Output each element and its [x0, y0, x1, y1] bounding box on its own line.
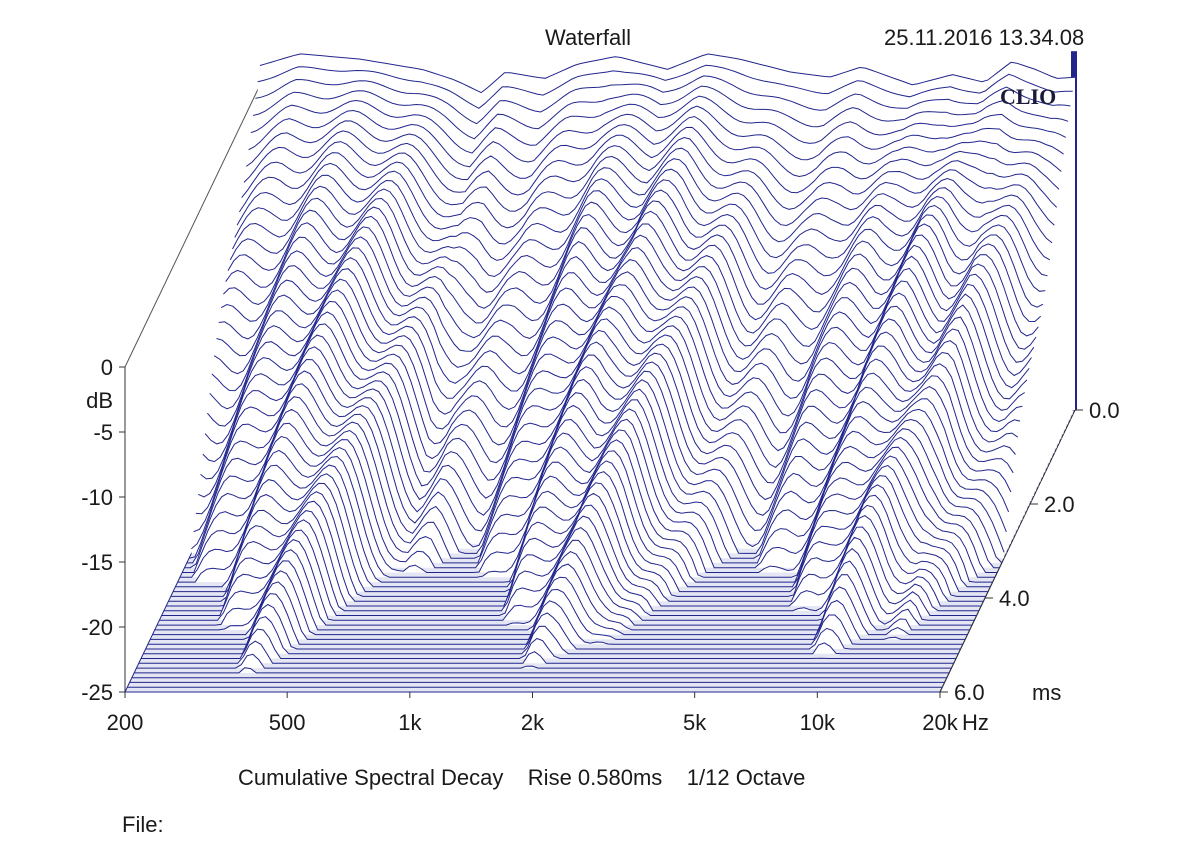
decay-slice [191, 383, 1007, 554]
decay-slice [179, 439, 995, 578]
slice-fill [143, 616, 959, 654]
decay-slice [255, 75, 1071, 125]
top-left-edge [124, 84, 261, 368]
time-tick-label: 6.0 [954, 680, 985, 705]
file-label: File: [122, 812, 164, 837]
decay-slice [193, 370, 1010, 548]
decay-slice [134, 667, 950, 674]
caption-resolution: 1/12 Octave [686, 765, 806, 790]
decay-slice [259, 53, 1076, 94]
decay-slice [200, 334, 1016, 501]
x-unit-label: Hz [962, 710, 989, 735]
decay-slice [175, 460, 991, 588]
decay-slice [152, 570, 968, 636]
y-tick-label: 0 [101, 355, 113, 380]
decay-slice [213, 268, 1030, 399]
measurement-timestamp: 25.11.2016 13.34.08 [884, 25, 1085, 50]
caption-subtitle: Cumulative Spectral Decay [238, 765, 504, 790]
decay-slice [238, 147, 1055, 229]
decay-slice [257, 64, 1073, 109]
decay-slice [182, 429, 998, 573]
decay-slice [136, 653, 952, 669]
decay-slice [207, 300, 1023, 452]
decay-slice [159, 539, 975, 621]
time-tick-label: 4.0 [999, 586, 1030, 611]
decay-slice [248, 105, 1064, 168]
decay-slice [186, 408, 1003, 564]
x-tick-label: 500 [269, 710, 306, 735]
decay-slice [145, 603, 961, 650]
decay-slice [250, 95, 1067, 154]
x-tick-label: 20k [922, 710, 958, 735]
decay-slice [184, 418, 1000, 569]
y-tick-label: -5 [93, 420, 113, 445]
decay-slice [141, 628, 956, 659]
decay-slice [216, 257, 1032, 384]
decay-slice [243, 126, 1060, 196]
chart-title: Waterfall [545, 25, 631, 50]
decay-slice [197, 346, 1014, 516]
decay-slice [195, 358, 1012, 532]
time-unit-label: ms [1032, 680, 1061, 705]
time-axis [939, 409, 1076, 693]
decay-slice [252, 85, 1069, 140]
axis-labels: 200 500 1k 2k 5k 10k 20k Hz 0 -5 -10 -15 -20 -25 dB 0.0… [81, 355, 1119, 735]
x-tick-label: 2k [521, 710, 545, 735]
decay-slice [232, 179, 1048, 278]
decay-slices [125, 53, 1076, 693]
decay-slice [177, 450, 993, 583]
decay-slice [227, 200, 1044, 309]
chart-caption: Cumulative Spectral Decay Rise 0.580ms 1… [238, 766, 805, 790]
time-tick-label: 0.0 [1089, 398, 1120, 423]
decay-slice [241, 136, 1058, 212]
x-tick-label: 200 [107, 710, 144, 735]
brand-logo: CLIO [1000, 84, 1056, 109]
y-unit-label: dB [86, 388, 113, 413]
decay-slice [209, 289, 1025, 434]
slice-fill [147, 593, 963, 645]
y-tick-label: -10 [81, 485, 113, 510]
decay-slice [236, 158, 1053, 245]
decay-slice [218, 247, 1035, 368]
decay-slice [147, 593, 963, 645]
y-tick-label: -25 [81, 680, 113, 705]
x-tick-label: 5k [683, 710, 707, 735]
y-tick-label: -15 [81, 550, 113, 575]
decay-slice [138, 640, 954, 664]
decay-slice [220, 234, 1037, 352]
x-tick-label: 10k [800, 710, 836, 735]
x-tick-label: 1k [398, 710, 422, 735]
decay-slice [154, 560, 970, 631]
decay-slice [188, 396, 1005, 559]
decay-slice [229, 189, 1046, 293]
decay-slice [143, 616, 959, 655]
decay-slice [202, 323, 1019, 484]
slice-fill [145, 604, 961, 649]
decay-slice [150, 581, 966, 640]
slice-fill [141, 629, 956, 659]
time-tick-label: 2.0 [1044, 492, 1075, 517]
decay-slice [246, 115, 1062, 181]
decay-slice [204, 311, 1021, 469]
decay-slice [234, 168, 1051, 261]
decay-slice [211, 278, 1028, 417]
decay-slice [157, 549, 972, 626]
caption-rise: Rise 0.580ms [527, 765, 663, 790]
y-tick-label: -20 [81, 615, 113, 640]
